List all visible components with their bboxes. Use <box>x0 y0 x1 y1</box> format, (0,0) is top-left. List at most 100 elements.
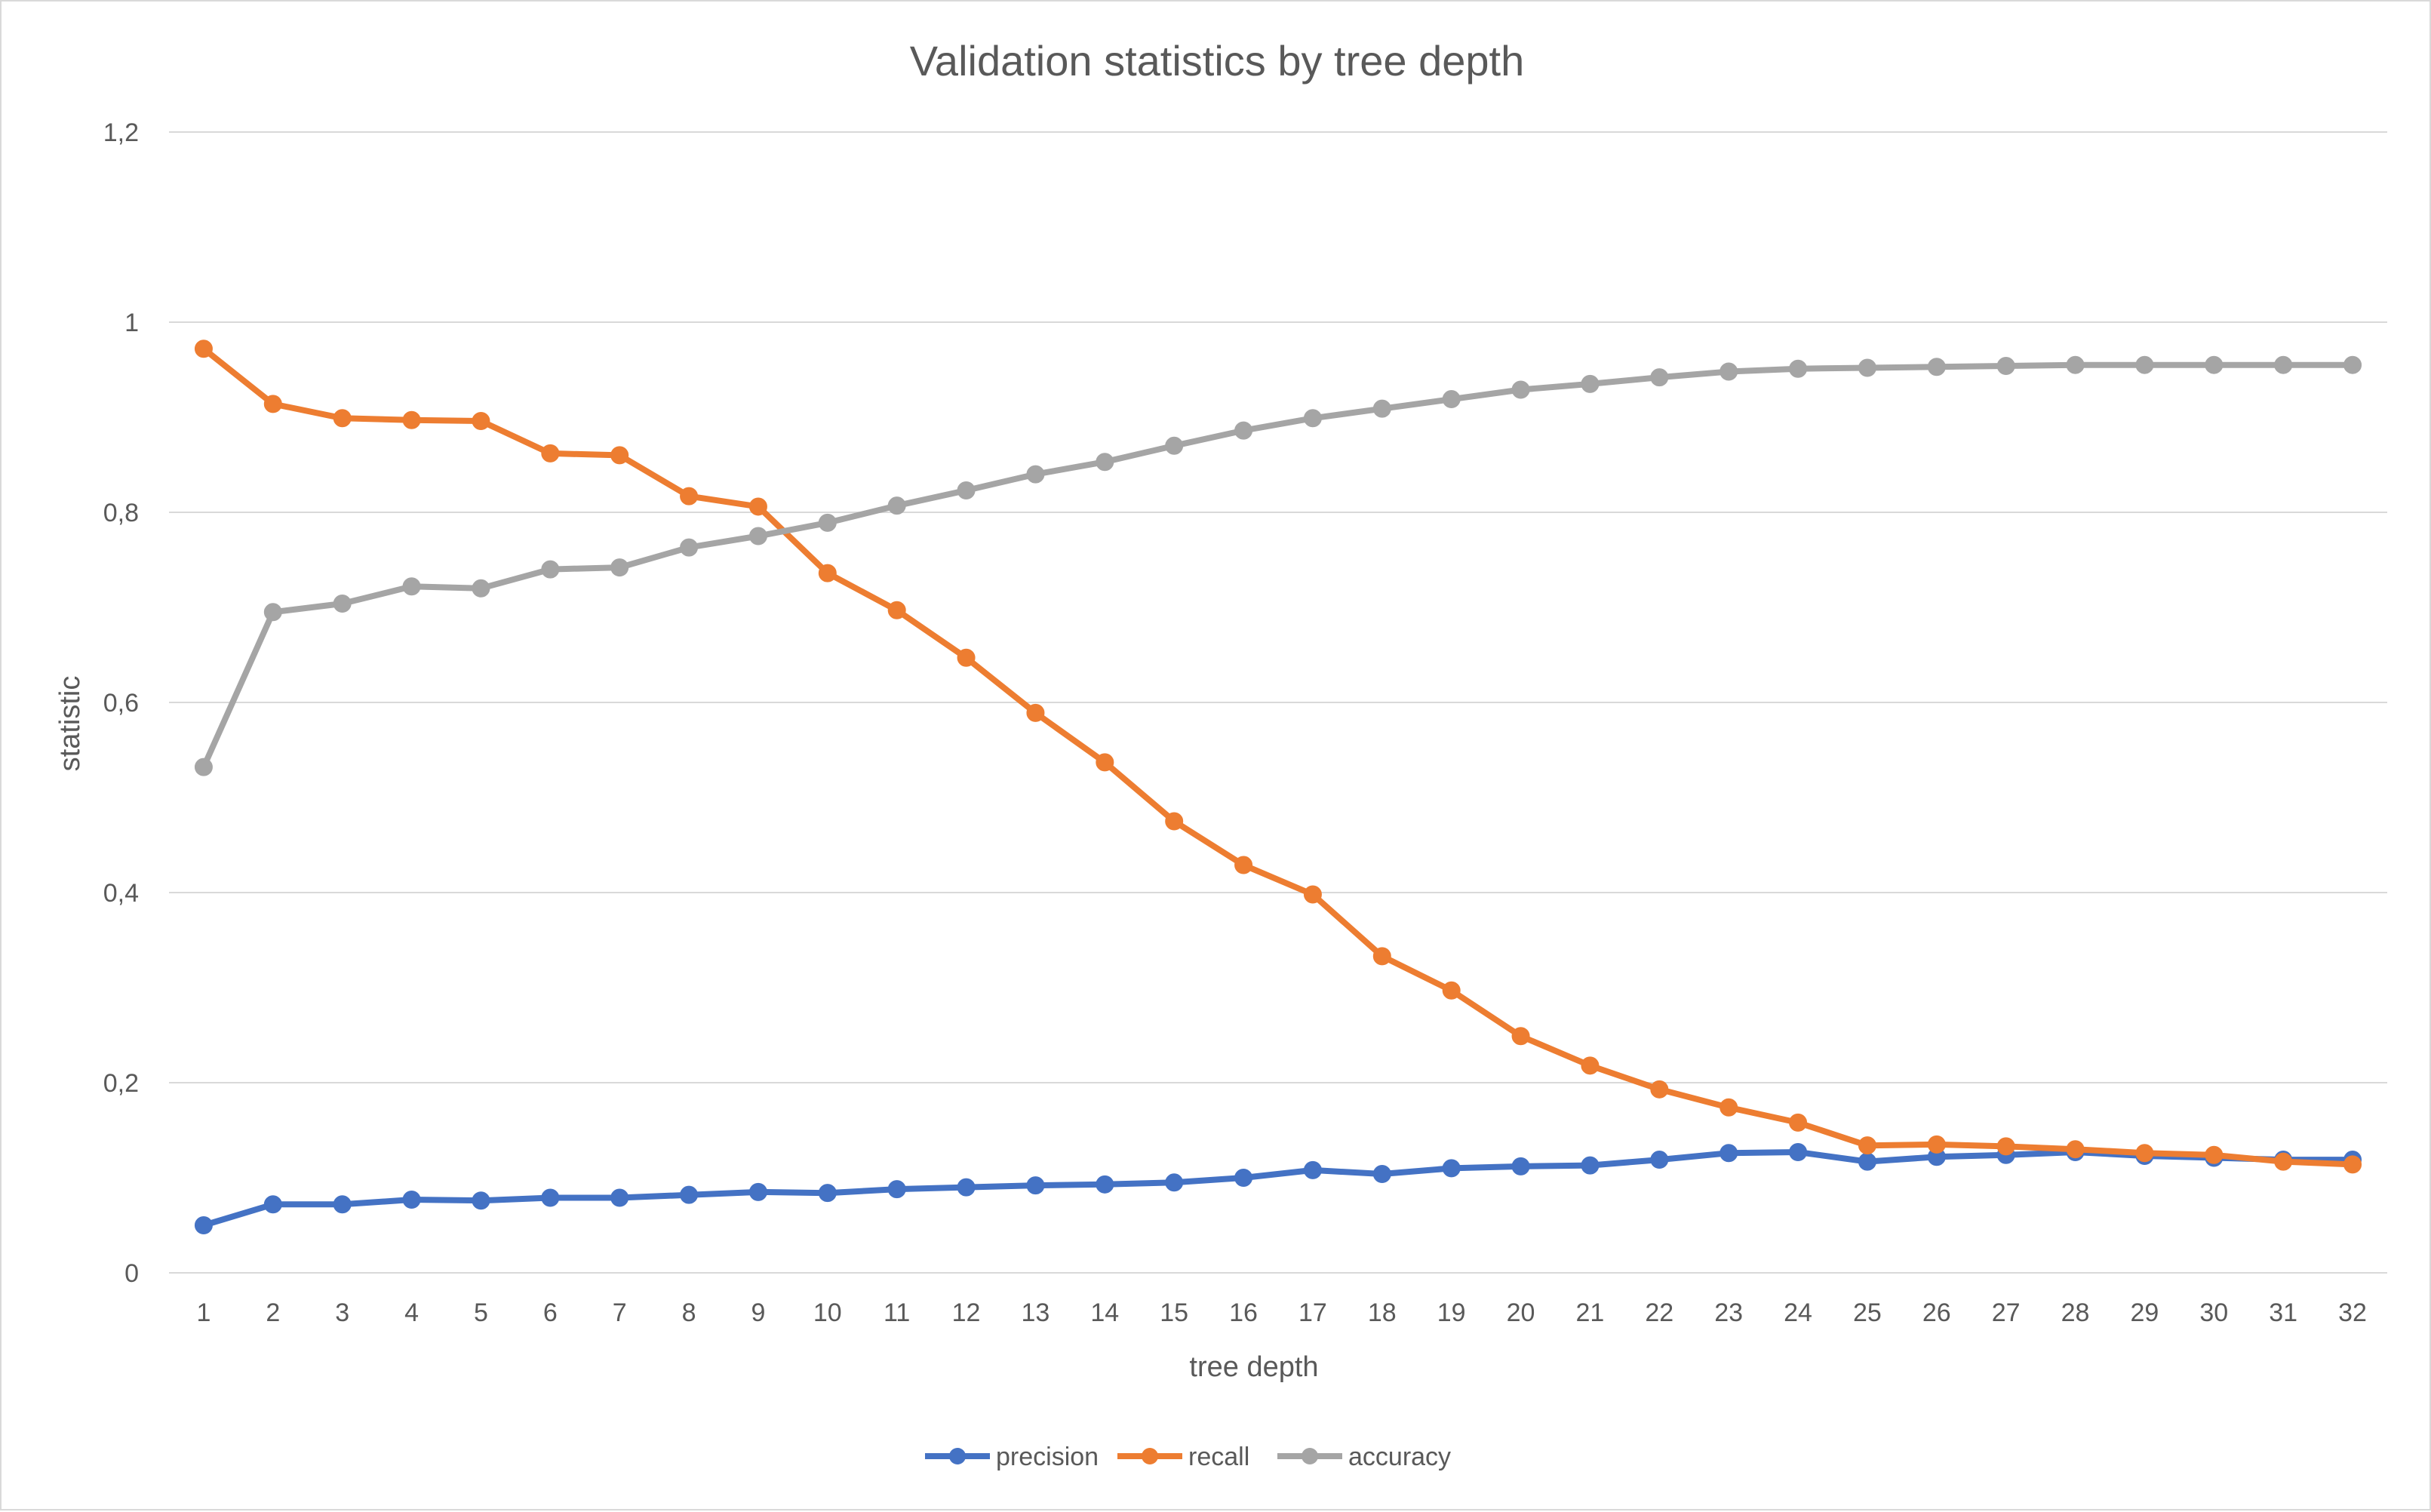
data-point-accuracy <box>2343 355 2362 374</box>
data-point-recall <box>1372 947 1391 966</box>
data-point-accuracy <box>194 758 213 776</box>
data-point-precision <box>1234 1169 1253 1187</box>
x-tick-label: 24 <box>1784 1298 1812 1327</box>
data-point-accuracy <box>1026 465 1045 484</box>
series-precision <box>194 1142 2362 1234</box>
x-tick-label: 23 <box>1714 1298 1743 1327</box>
data-point-recall <box>1442 981 1461 1000</box>
data-point-recall <box>680 487 699 506</box>
data-point-recall <box>1303 885 1322 904</box>
data-point-precision <box>333 1195 352 1214</box>
series-line-accuracy <box>200 361 2356 770</box>
data-point-recall <box>887 601 906 619</box>
data-point-precision <box>887 1180 906 1199</box>
data-point-accuracy <box>1581 374 1600 393</box>
data-point-recall <box>1165 812 1184 831</box>
data-point-accuracy <box>1165 436 1184 455</box>
y-tick-label: 0,4 <box>103 879 139 908</box>
data-point-accuracy <box>1650 368 1669 387</box>
data-point-precision <box>194 1216 213 1234</box>
data-point-accuracy <box>1234 421 1253 440</box>
data-point-accuracy <box>2135 355 2154 374</box>
x-tick-label: 7 <box>613 1298 627 1327</box>
data-point-precision <box>1581 1156 1600 1175</box>
data-point-precision <box>1789 1142 1808 1161</box>
x-tick-label: 1 <box>196 1298 211 1327</box>
legend-label: recall <box>1188 1443 1249 1471</box>
data-point-recall <box>2274 1152 2293 1171</box>
data-point-precision <box>1026 1176 1045 1195</box>
data-point-accuracy <box>680 538 699 557</box>
data-point-accuracy <box>472 579 490 598</box>
y-tick-label: 0,8 <box>103 499 139 527</box>
data-point-accuracy <box>818 513 837 532</box>
data-point-recall <box>194 340 213 358</box>
series-lines <box>194 340 2362 1234</box>
x-tick-label: 13 <box>1022 1298 1050 1327</box>
data-point-precision <box>610 1188 629 1207</box>
x-tick-label: 14 <box>1090 1298 1119 1327</box>
gridlines <box>169 131 2387 1083</box>
y-tick-label: 1 <box>124 309 139 337</box>
data-point-precision <box>748 1182 767 1201</box>
x-tick-label: 3 <box>335 1298 349 1327</box>
x-tick-label: 10 <box>813 1298 842 1327</box>
x-tick-label: 5 <box>474 1298 488 1327</box>
data-point-recall <box>1858 1136 1876 1155</box>
data-point-recall <box>1096 753 1114 772</box>
data-point-accuracy <box>610 558 629 577</box>
data-point-accuracy <box>1303 409 1322 428</box>
data-point-accuracy <box>1789 359 1808 378</box>
legend-item-accuracy: accuracy <box>1277 1443 1451 1471</box>
data-point-precision <box>1372 1164 1391 1183</box>
x-tick-label: 12 <box>952 1298 981 1327</box>
y-axis-title: statistic <box>54 676 86 772</box>
x-tick-label: 4 <box>404 1298 419 1327</box>
data-point-precision <box>1650 1151 1669 1169</box>
x-tick-label: 19 <box>1437 1298 1466 1327</box>
data-point-precision <box>680 1185 699 1204</box>
x-tick-label: 25 <box>1853 1298 1882 1327</box>
legend-label: accuracy <box>1348 1443 1451 1471</box>
data-point-precision <box>263 1195 282 1214</box>
data-point-accuracy <box>1996 356 2015 375</box>
data-point-recall <box>748 497 767 516</box>
x-tick-label: 16 <box>1229 1298 1258 1327</box>
data-point-recall <box>1234 856 1253 874</box>
data-point-recall <box>402 410 421 429</box>
data-point-recall <box>1650 1080 1669 1099</box>
x-tick-label: 28 <box>2061 1298 2090 1327</box>
legend-marker <box>949 1448 966 1464</box>
data-point-precision <box>541 1188 560 1207</box>
data-point-precision <box>818 1184 837 1203</box>
data-point-recall <box>2066 1140 2085 1159</box>
data-point-recall <box>1927 1135 1946 1154</box>
series-line-precision <box>200 1149 2356 1228</box>
data-point-accuracy <box>1372 399 1391 418</box>
data-point-accuracy <box>2205 355 2224 374</box>
data-point-recall <box>1789 1113 1808 1132</box>
data-point-precision <box>1303 1160 1322 1179</box>
y-tick-label: 0,2 <box>103 1069 139 1098</box>
data-point-accuracy <box>2066 355 2085 374</box>
data-point-recall <box>1511 1027 1530 1046</box>
data-point-recall <box>818 564 837 582</box>
data-point-precision <box>1858 1152 1876 1171</box>
data-point-accuracy <box>1442 390 1461 409</box>
x-tick-label: 22 <box>1645 1298 1673 1327</box>
data-point-accuracy <box>333 594 352 613</box>
data-point-accuracy <box>1511 380 1530 399</box>
data-point-precision <box>1096 1175 1114 1194</box>
x-axis-title: tree depth <box>1189 1351 1318 1383</box>
series-line-recall <box>200 346 2356 1168</box>
data-point-accuracy <box>1858 358 1876 377</box>
x-tick-label: 29 <box>2131 1298 2159 1327</box>
data-point-accuracy <box>887 496 906 515</box>
data-point-recall <box>1581 1056 1600 1075</box>
data-point-recall <box>2343 1155 2362 1174</box>
x-tick-label: 11 <box>884 1298 910 1327</box>
x-tick-label: 26 <box>1922 1298 1951 1327</box>
data-point-recall <box>1720 1098 1738 1117</box>
data-point-accuracy <box>1927 358 1946 376</box>
